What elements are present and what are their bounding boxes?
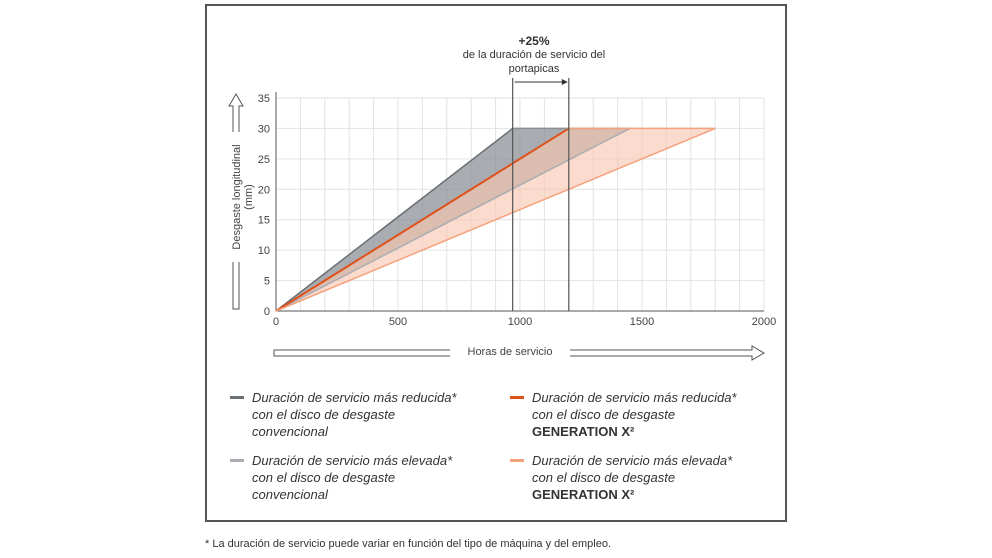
legend-line: convencional: [252, 424, 328, 439]
legend-swatch: [510, 396, 524, 399]
annotation-percent: +25%: [518, 34, 550, 48]
legend-line: con el disco de desgaste: [532, 470, 676, 485]
annotation-arrow-head: [561, 79, 568, 85]
x-tick-label: 1500: [630, 316, 654, 328]
y-tick-label: 25: [258, 154, 270, 166]
legend-line: Duración de servicio más reducida*: [532, 390, 737, 405]
series-line: [275, 127, 570, 312]
x-axis-label: Horas de servicio: [450, 346, 570, 358]
x-tick-label: 2000: [752, 316, 776, 328]
x-tick-label: 0: [273, 316, 279, 328]
legend-line: Duración de servicio más elevada*: [532, 453, 733, 468]
y-tick-label: 5: [264, 276, 270, 288]
legend-line: con el disco de desgaste: [532, 407, 676, 422]
y-tick-label: 10: [258, 245, 270, 257]
legend-line: Duración de servicio más reducida*: [252, 390, 457, 405]
legend-line: con el disco de desgaste: [252, 470, 396, 485]
legend-line-brand: GENERATION X²: [532, 424, 635, 439]
series-line: [275, 127, 716, 312]
y-tick-label: 30: [258, 123, 270, 135]
series-line: [275, 127, 631, 312]
series-line: [275, 127, 514, 312]
y-tick-label: 20: [258, 184, 270, 196]
annotation-line3: portapicas: [508, 63, 560, 75]
legend-swatch: [230, 396, 244, 399]
annotation-line2: de la duración de servicio del: [462, 49, 606, 61]
legend-swatch: [510, 459, 524, 462]
annotation: +25% de la duración de servicio del port…: [434, 34, 634, 76]
legend-swatch: [230, 459, 244, 462]
y-axis-label: Desgaste longitudinal (mm): [231, 132, 255, 262]
y-tick-label: 35: [258, 93, 270, 105]
y-tick-label: 15: [258, 215, 270, 227]
x-tick-label: 500: [389, 316, 407, 328]
legend-line-brand: GENERATION X²: [532, 487, 635, 502]
x-tick-label: 1000: [508, 316, 532, 328]
legend-line: convencional: [252, 487, 328, 502]
y-tick-label: 0: [264, 306, 270, 318]
legend-line: Duración de servicio más elevada*: [252, 453, 453, 468]
footnote: * La duración de servicio puede variar e…: [205, 538, 612, 550]
legend-line: con el disco de desgaste: [252, 407, 396, 422]
